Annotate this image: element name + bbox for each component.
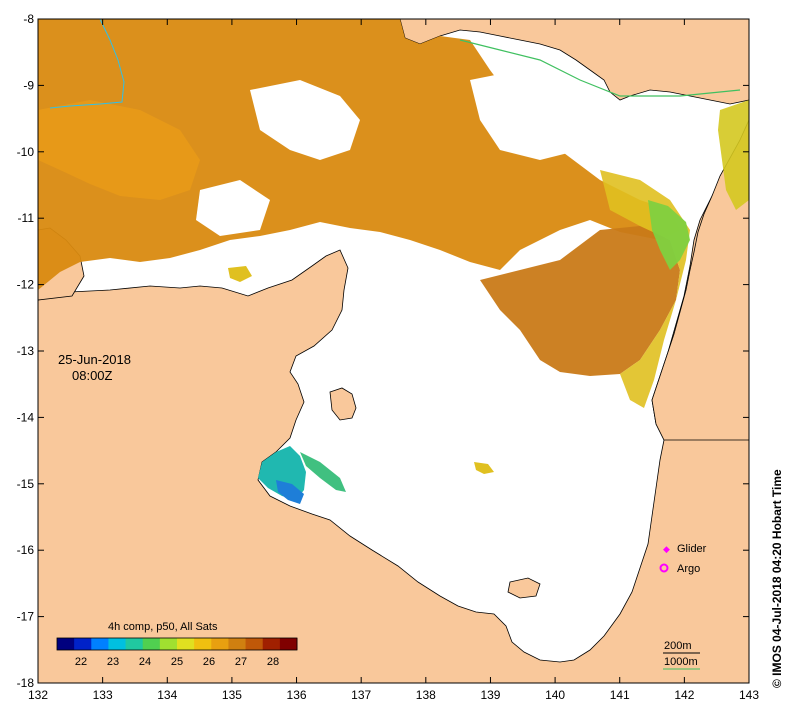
date-label: 25-Jun-2018 bbox=[58, 352, 131, 367]
lon-tick-label: 135 bbox=[222, 688, 242, 702]
lat-tick-label: -9 bbox=[23, 78, 34, 92]
glider-icon: ◆ bbox=[663, 544, 670, 554]
lat-tick-label: -18 bbox=[17, 676, 35, 690]
colorbar-swatch bbox=[159, 638, 178, 650]
sst-data-layer bbox=[38, 19, 749, 504]
lat-tick-label: -11 bbox=[18, 211, 35, 225]
lat-tick-label: -17 bbox=[17, 610, 35, 624]
colorbar-tick-label: 23 bbox=[107, 656, 119, 668]
contour-legend: 200m 1000m bbox=[663, 640, 700, 670]
sst-gap-center-3 bbox=[196, 180, 270, 236]
land-northern-territory bbox=[37, 119, 750, 684]
colorbar-tick-label: 25 bbox=[171, 656, 183, 668]
colorbar-swatch bbox=[125, 638, 144, 650]
sst-gap-center-2 bbox=[470, 70, 590, 160]
colorbar-tick-label: 26 bbox=[203, 656, 215, 668]
lat-tick-label: -14 bbox=[17, 410, 35, 424]
colorbar-swatch bbox=[194, 638, 212, 650]
sst-patch-west-lighter bbox=[38, 100, 200, 200]
river-1 bbox=[49, 18, 125, 109]
contour-200-label: 200m bbox=[664, 640, 692, 652]
contour-1000m bbox=[459, 39, 741, 97]
lon-tick-label: 142 bbox=[674, 688, 694, 702]
land-mornington-island bbox=[507, 577, 541, 599]
sst-patch-south-green bbox=[300, 452, 346, 492]
sst-patch-east-gulf bbox=[480, 226, 680, 376]
colorbar-swatch bbox=[57, 638, 75, 650]
colorbar-title: 4h comp, p50, All Sats bbox=[108, 621, 218, 633]
colorbar-swatch bbox=[74, 638, 92, 650]
colorbar-swatch bbox=[142, 638, 161, 650]
lon-tick-label: 140 bbox=[545, 688, 565, 702]
colorbar-swatch bbox=[91, 638, 109, 650]
lat-tick-label: -8 bbox=[23, 12, 34, 26]
lat-tick-label: -10 bbox=[17, 145, 35, 159]
lon-tick-label: 141 bbox=[610, 688, 630, 702]
colorbar-ticks: 22 23 24 25 26 27 28 bbox=[75, 656, 279, 668]
contour-1000-label: 1000m bbox=[664, 656, 698, 668]
lat-tick-label: -16 bbox=[17, 543, 35, 557]
lat-tick-label: -15 bbox=[17, 477, 35, 491]
lon-tick-label: 133 bbox=[93, 688, 113, 702]
land-cape-york bbox=[651, 119, 750, 441]
colorbar-frame bbox=[56, 637, 298, 651]
colorbar-swatch bbox=[228, 638, 247, 650]
sst-patch-small-yellow-2 bbox=[228, 266, 252, 282]
colorbar: 4h comp, p50, All Sats 22 23 24 25 26 27 28 bbox=[56, 621, 298, 668]
colorbar-swatch bbox=[262, 638, 281, 650]
land-groote-eylandt bbox=[329, 387, 357, 421]
lon-tick-label: 143 bbox=[739, 688, 759, 702]
colorbar-swatch bbox=[177, 638, 195, 650]
lon-tick-label: 138 bbox=[416, 688, 436, 702]
glider-label: Glider bbox=[677, 543, 707, 555]
lat-tick-label: -13 bbox=[17, 344, 35, 358]
sst-patch-north bbox=[38, 19, 680, 290]
lon-tick-label: 136 bbox=[287, 688, 307, 702]
argo-label: Argo bbox=[677, 563, 700, 575]
argo-icon bbox=[659, 563, 669, 573]
colorbar-swatch bbox=[211, 638, 229, 650]
sst-patch-east-green bbox=[648, 200, 690, 270]
colorbar-swatch bbox=[108, 638, 127, 650]
colorbar-swatch bbox=[245, 638, 264, 650]
sst-patch-ne-yellow bbox=[718, 100, 749, 210]
time-label: 08:00Z bbox=[72, 368, 113, 383]
platform-legend: ◆ Glider Argo bbox=[659, 543, 707, 575]
sst-gap-center bbox=[250, 80, 360, 160]
lon-tick-label: 139 bbox=[480, 688, 500, 702]
lat-axis: -8 -9 -10 -11 -12 -13 -14 -15 -16 -17 -18 bbox=[17, 12, 749, 690]
sst-patch-small-yellow bbox=[474, 462, 494, 474]
sst-patch-south-blue bbox=[276, 480, 304, 504]
lat-tick-label: -12 bbox=[17, 278, 35, 292]
lon-tick-label: 134 bbox=[157, 688, 177, 702]
credit-text: © IMOS 04-Jul-2018 04:20 Hobart Time bbox=[770, 469, 784, 688]
lon-tick-label: 132 bbox=[28, 688, 48, 702]
colorbar-tick-label: 22 bbox=[75, 656, 87, 668]
river-layer bbox=[49, 18, 125, 109]
land-papua-new-guinea bbox=[399, 18, 750, 105]
lon-axis: 132 133 134 135 136 137 138 139 140 141 142 143 bbox=[28, 19, 759, 702]
colorbar-tick-label: 24 bbox=[139, 656, 151, 668]
colorbar-swatch bbox=[279, 638, 298, 650]
colorbar-gradient bbox=[57, 638, 298, 650]
colorbar-tick-label: 28 bbox=[267, 656, 279, 668]
colorbar-tick-label: 27 bbox=[235, 656, 247, 668]
lon-tick-label: 137 bbox=[351, 688, 371, 702]
